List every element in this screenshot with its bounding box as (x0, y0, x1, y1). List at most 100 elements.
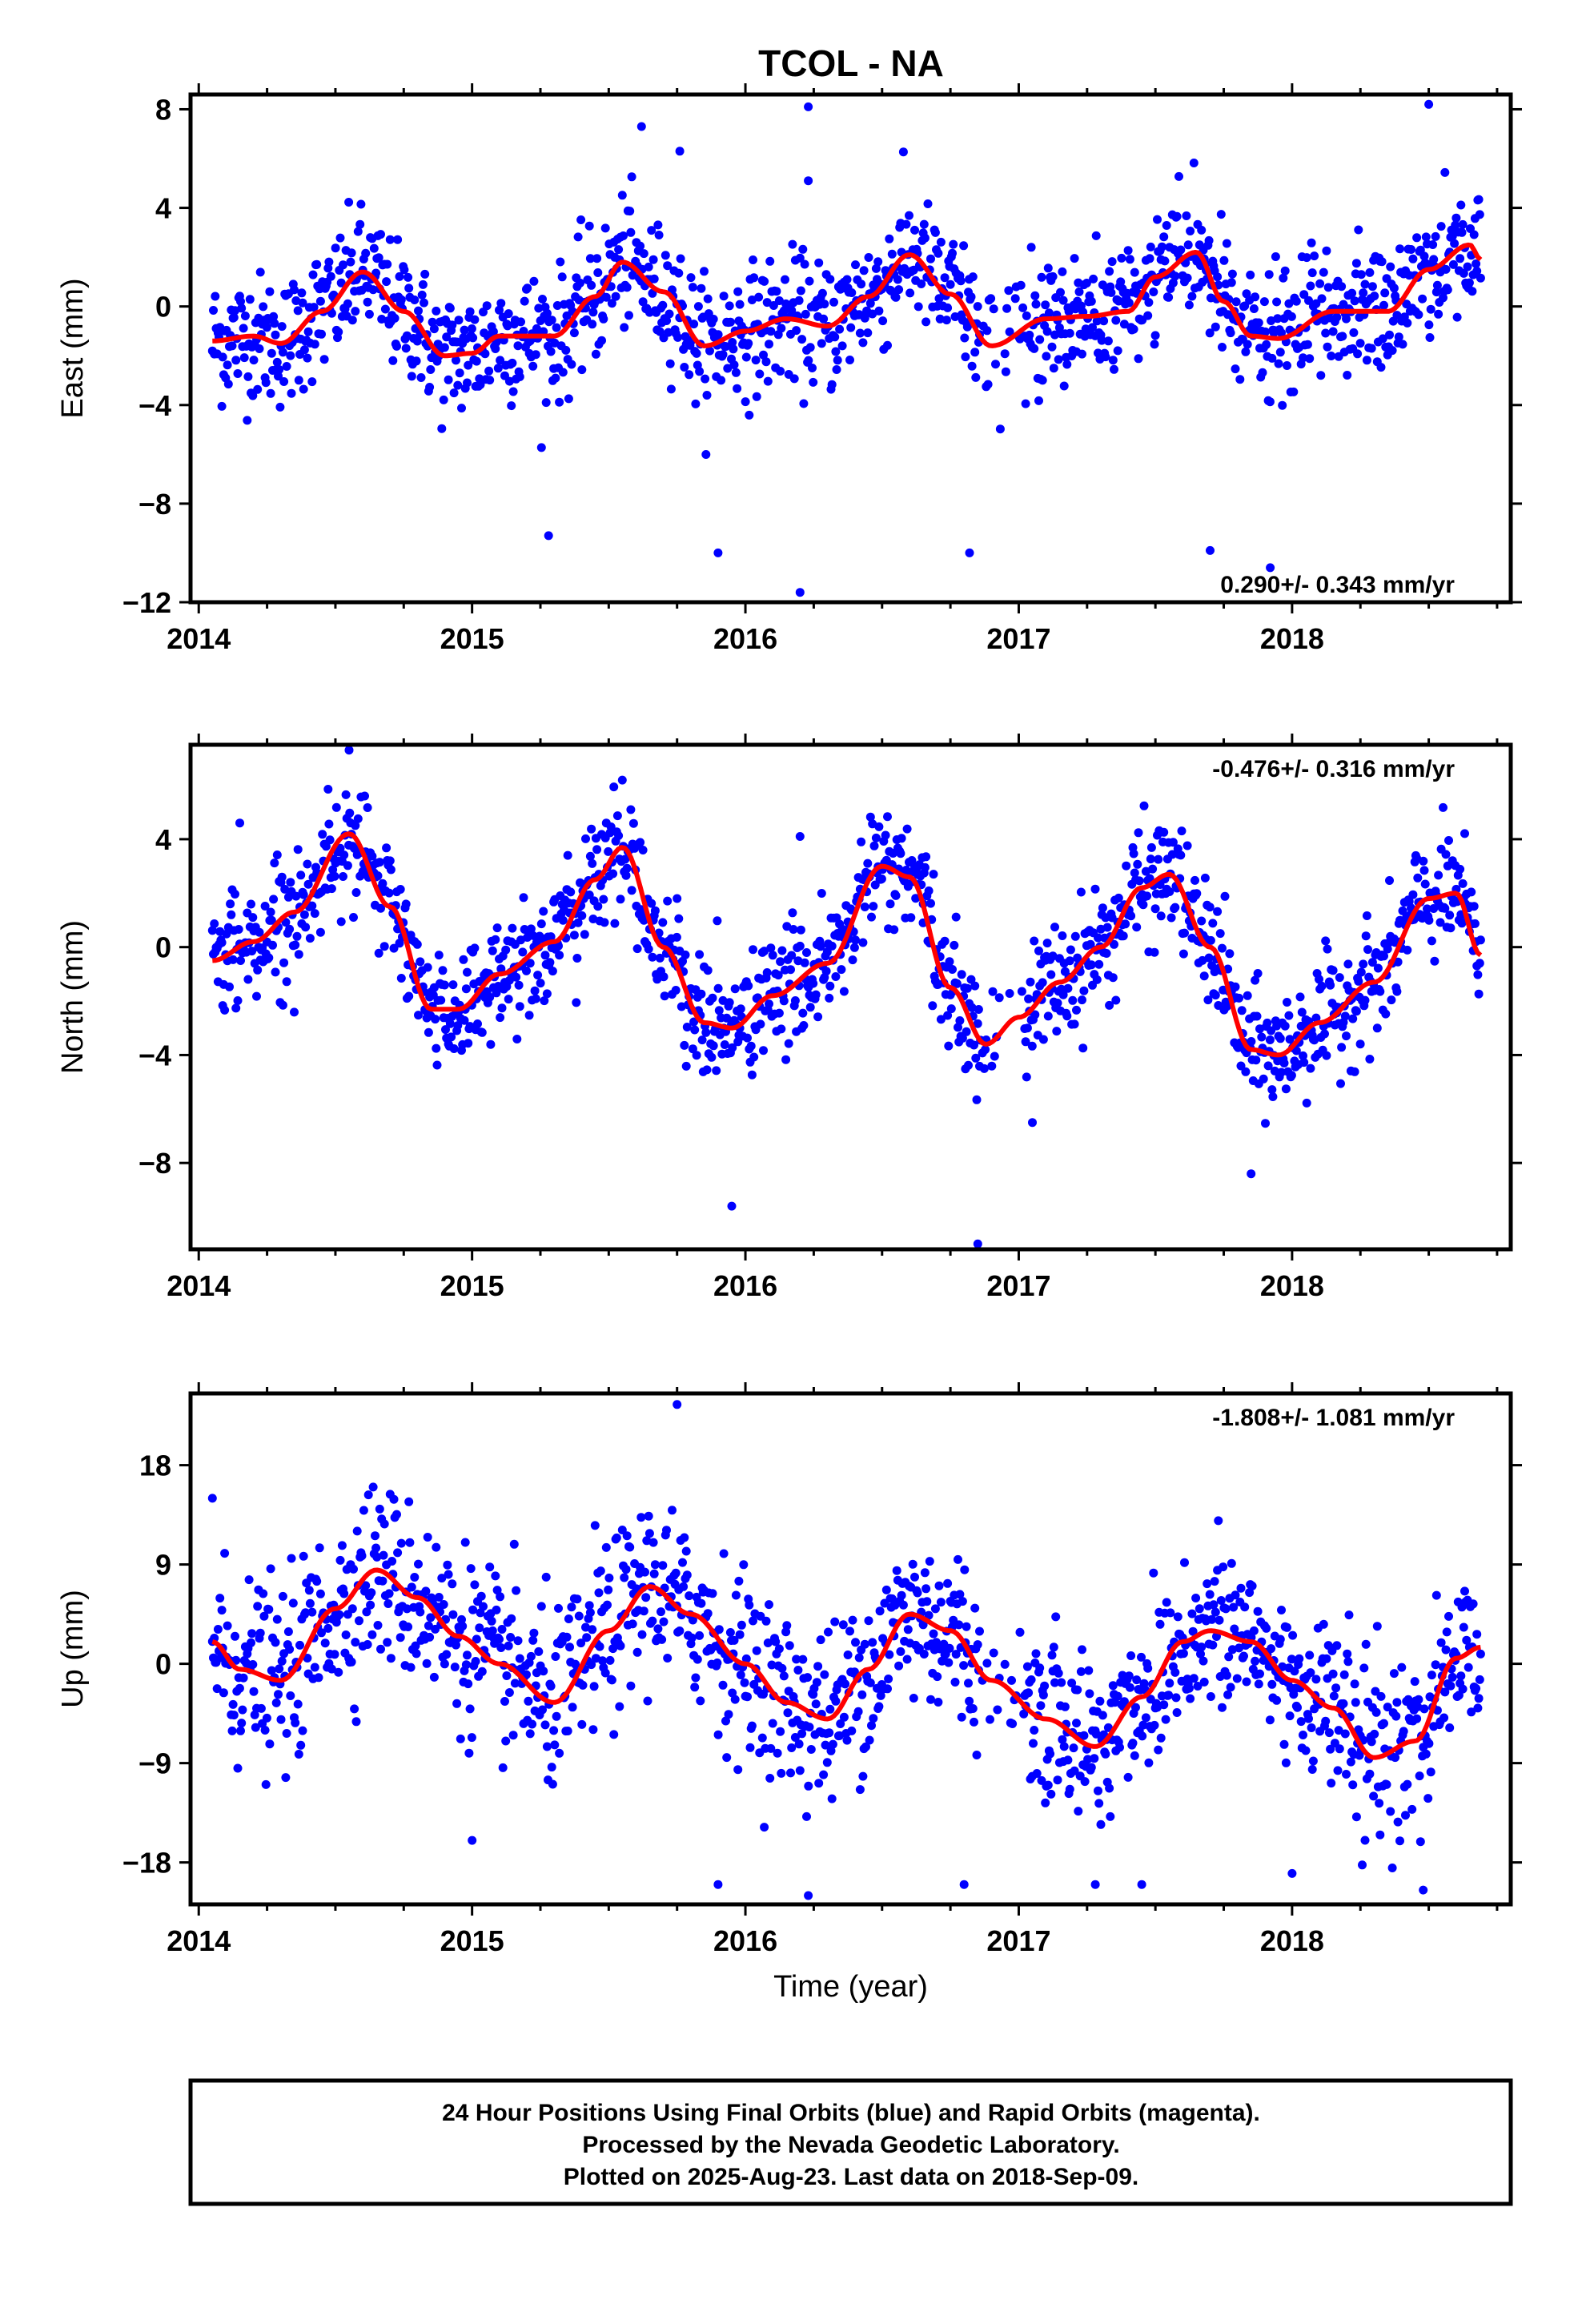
north-data-point (865, 812, 875, 822)
east-data-point (653, 220, 663, 230)
north-data-point (1375, 987, 1385, 996)
north-data-point (1263, 1061, 1273, 1071)
up-data-point (349, 1564, 358, 1574)
up-data-point (814, 1779, 824, 1788)
up-data-point (429, 1672, 439, 1682)
east-data-point (282, 362, 291, 371)
north-data-point (837, 965, 846, 975)
north-data-point (650, 906, 660, 915)
up-data-point (867, 1721, 876, 1731)
east-data-point (472, 356, 481, 366)
up-data-point (1076, 1667, 1086, 1676)
east-data-point (223, 380, 233, 389)
up-data-point (1255, 1669, 1264, 1679)
north-data-point (264, 953, 274, 963)
east-data-point (1403, 318, 1412, 328)
north-data-point (680, 1040, 689, 1050)
north-x-tick-label: 2018 (1260, 1269, 1324, 1302)
north-data-point (353, 814, 363, 823)
east-data-point (374, 253, 383, 263)
up-data-point (673, 1400, 682, 1409)
north-data-point (1121, 919, 1130, 929)
north-data-point (231, 890, 239, 899)
up-data-point (304, 1586, 314, 1595)
north-data-point (1211, 991, 1220, 1000)
north-data-point (944, 1041, 954, 1051)
east-data-point (1266, 563, 1275, 573)
east-data-point (1347, 288, 1357, 298)
east-data-point (347, 248, 356, 258)
east-data-point (1385, 330, 1394, 340)
north-data-point (811, 990, 821, 999)
east-data-point (308, 270, 318, 279)
up-data-point (495, 1634, 504, 1644)
up-data-point (577, 1719, 587, 1729)
east-data-point (1398, 340, 1407, 349)
up-data-point (690, 1683, 700, 1692)
up-data-point (632, 1647, 642, 1657)
up-data-point (954, 1554, 962, 1564)
north-data-point (531, 994, 540, 1003)
east-data-point (1206, 545, 1215, 555)
up-data-point (488, 1626, 497, 1635)
north-data-point (536, 979, 545, 988)
up-data-point (1387, 1864, 1397, 1872)
up-data-point (1391, 1711, 1401, 1721)
east-data-point (551, 373, 560, 383)
up-data-point (603, 1600, 612, 1610)
up-data-point (785, 1641, 794, 1651)
north-data-point (1474, 989, 1484, 999)
north-data-point (1220, 891, 1230, 901)
north-data-point (1268, 1092, 1278, 1101)
up-data-point (1350, 1679, 1359, 1689)
up-data-point (432, 1542, 441, 1552)
up-data-point (936, 1598, 946, 1607)
north-data-point (690, 1025, 700, 1035)
north-data-point (1215, 929, 1225, 939)
east-x-tick-label: 2018 (1260, 622, 1324, 655)
up-data-point (1322, 1654, 1331, 1663)
up-data-point (860, 1639, 869, 1649)
up-data-point (594, 1588, 604, 1598)
up-data-point (1138, 1731, 1147, 1741)
up-data-point (1419, 1704, 1429, 1714)
east-data-point (1186, 227, 1195, 235)
up-data-point (747, 1721, 757, 1731)
up-data-point (945, 1643, 954, 1653)
east-data-point (754, 292, 764, 302)
up-data-point (367, 1630, 377, 1639)
north-data-point (736, 1004, 745, 1014)
up-data-point (909, 1694, 918, 1703)
up-data-point (865, 1678, 875, 1687)
north-data-point (1030, 1010, 1040, 1019)
north-data-point (1154, 854, 1163, 864)
up-x-tick-label: 2017 (986, 1924, 1050, 1957)
north-data-point (374, 948, 383, 958)
east-data-point (665, 359, 675, 368)
up-data-point (745, 1600, 754, 1610)
east-data-point (392, 341, 401, 351)
north-data-point (1167, 850, 1177, 859)
up-data-point (1197, 1642, 1207, 1652)
up-data-point (1464, 1663, 1473, 1672)
east-data-point (1174, 171, 1183, 181)
east-data-point (1328, 327, 1338, 336)
east-data-point (1125, 255, 1134, 264)
east-data-point (832, 365, 841, 374)
east-data-point (567, 360, 576, 369)
up-data-point (515, 1654, 524, 1663)
north-data-point (851, 935, 860, 945)
east-data-point (1016, 280, 1026, 290)
up-data-point (1392, 1698, 1402, 1707)
up-data-point (1060, 1702, 1070, 1711)
east-data-point (636, 241, 645, 251)
up-data-point (957, 1712, 966, 1722)
up-data-point (1130, 1751, 1139, 1760)
up-data-point (989, 1648, 998, 1658)
north-data-point (558, 915, 568, 925)
up-data-point (848, 1615, 857, 1625)
east-data-point (845, 356, 854, 364)
up-data-point (509, 1539, 519, 1549)
north-data-point (1446, 923, 1456, 933)
